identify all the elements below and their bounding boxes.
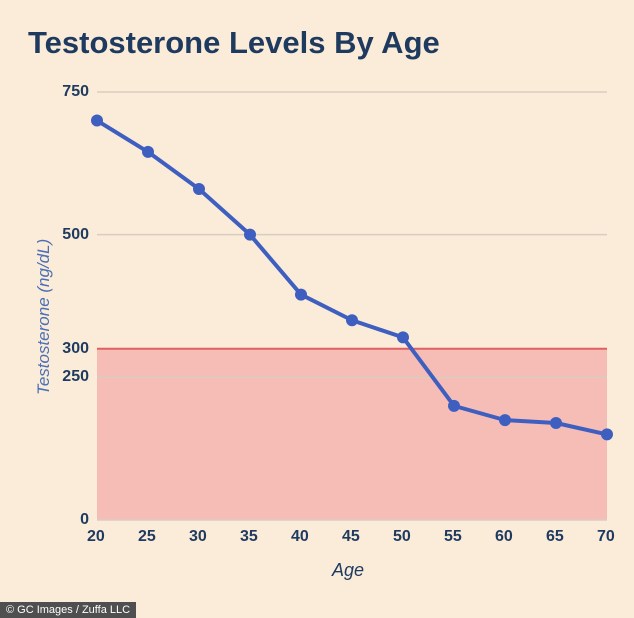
y-tick-label: 250 <box>62 368 89 386</box>
plot-area <box>0 0 634 618</box>
x-tick-label: 30 <box>189 528 207 546</box>
series-marker <box>142 146 154 158</box>
x-tick-label: 40 <box>291 528 309 546</box>
series-marker <box>499 414 511 426</box>
x-tick-label: 35 <box>240 528 258 546</box>
series-marker <box>448 400 460 412</box>
x-tick-label: 70 <box>597 528 615 546</box>
x-tick-label: 25 <box>138 528 156 546</box>
x-tick-label: 20 <box>87 528 105 546</box>
image-credit: © GC Images / Zuffa LLC <box>0 602 136 618</box>
series-marker <box>397 331 409 343</box>
x-tick-label: 60 <box>495 528 513 546</box>
series-marker <box>193 183 205 195</box>
series-marker <box>295 289 307 301</box>
y-tick-label: 300 <box>62 340 89 358</box>
threshold-band <box>97 349 607 520</box>
series-marker <box>601 428 613 440</box>
y-tick-label: 0 <box>80 511 89 529</box>
x-tick-label: 65 <box>546 528 564 546</box>
x-tick-label: 55 <box>444 528 462 546</box>
series-marker <box>346 314 358 326</box>
y-tick-label: 750 <box>62 83 89 101</box>
y-tick-label: 500 <box>62 226 89 244</box>
x-tick-label: 45 <box>342 528 360 546</box>
x-tick-label: 50 <box>393 528 411 546</box>
series-marker <box>550 417 562 429</box>
series-marker <box>91 115 103 127</box>
series-marker <box>244 229 256 241</box>
